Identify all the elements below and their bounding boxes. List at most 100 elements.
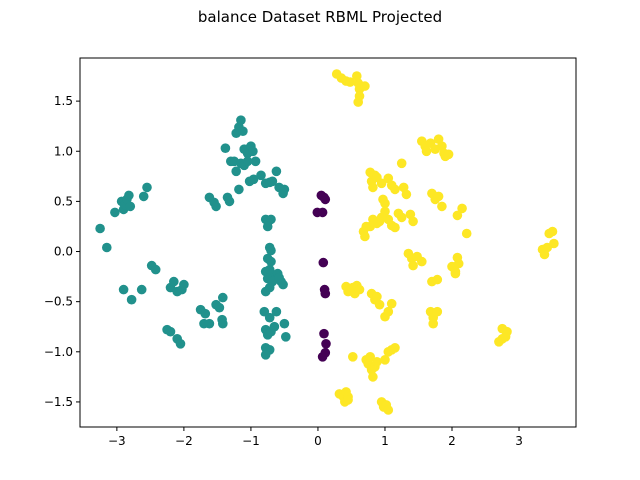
x-tick-label: 3 <box>515 434 523 448</box>
data-point-yellow-59 <box>408 260 418 271</box>
x-tick-label: 1 <box>381 434 389 448</box>
data-point-yellow-75 <box>354 284 365 295</box>
data-point-teal-84 <box>266 256 276 267</box>
data-point-yellow-23 <box>401 189 412 200</box>
points-layer <box>95 69 559 415</box>
data-point-teal-65 <box>279 184 290 195</box>
data-point-teal-13 <box>142 182 152 193</box>
chart-title: balance Dataset RBML Projected <box>198 8 442 26</box>
data-point-teal-42 <box>231 166 241 177</box>
data-point-yellow-81 <box>383 306 394 317</box>
data-point-teal-39 <box>220 143 231 153</box>
data-point-teal-0 <box>95 223 105 234</box>
data-point-teal-20 <box>179 279 189 290</box>
data-point-teal-96 <box>269 321 280 332</box>
data-point-purple-7 <box>320 288 331 299</box>
data-point-teal-56 <box>242 156 253 167</box>
data-point-purple-9 <box>321 339 331 349</box>
data-point-teal-11 <box>136 284 147 295</box>
data-point-yellow-3 <box>345 77 355 87</box>
data-point-teal-27 <box>204 318 215 329</box>
x-axis: −3 −2 −1 0 1 2 3 <box>108 427 523 448</box>
data-point-teal-12 <box>138 191 149 202</box>
data-point-yellow-92 <box>368 372 378 382</box>
data-point-yellow-52 <box>433 191 444 202</box>
data-point-yellow-29 <box>396 212 407 223</box>
data-point-yellow-86 <box>428 318 439 329</box>
data-point-yellow-90 <box>365 352 376 362</box>
data-point-yellow-68 <box>450 268 461 279</box>
data-point-yellow-108 <box>343 395 353 405</box>
x-tick-label: 2 <box>448 434 456 448</box>
data-point-yellow-87 <box>348 352 358 362</box>
data-point-yellow-67 <box>453 258 464 269</box>
data-point-teal-91 <box>279 318 290 329</box>
data-point-yellow-54 <box>452 210 463 221</box>
data-point-teal-54 <box>250 156 261 167</box>
data-point-yellow-56 <box>461 228 472 239</box>
data-point-purple-2 <box>320 194 331 205</box>
data-point-teal-82 <box>278 279 288 290</box>
data-point-teal-22 <box>165 326 176 337</box>
y-tick-label: 0.0 <box>54 245 73 259</box>
x-tick-label: −1 <box>242 434 260 448</box>
data-point-teal-55 <box>244 176 255 187</box>
plot-frame <box>79 57 577 428</box>
data-point-teal-31 <box>218 292 228 303</box>
data-point-teal-46 <box>238 126 248 136</box>
data-point-teal-52 <box>248 146 258 157</box>
data-point-yellow-98 <box>390 343 400 353</box>
data-point-teal-17 <box>169 276 179 287</box>
data-point-yellow-21 <box>396 158 407 169</box>
data-point-yellow-118 <box>547 226 558 237</box>
data-point-yellow-95 <box>380 355 390 365</box>
data-point-teal-2 <box>110 207 120 218</box>
y-tick-label: −1.0 <box>44 345 73 359</box>
data-point-yellow-17 <box>380 198 390 209</box>
data-point-yellow-15 <box>376 178 387 189</box>
data-point-teal-15 <box>150 264 161 275</box>
data-point-teal-9 <box>118 284 129 295</box>
data-point-purple-4 <box>317 207 328 218</box>
data-point-teal-71 <box>266 245 276 256</box>
data-point-purple-8 <box>319 328 329 339</box>
data-point-teal-28 <box>200 308 211 319</box>
data-point-teal-69 <box>262 221 273 232</box>
data-point-teal-61 <box>267 176 278 187</box>
data-point-teal-90 <box>271 306 282 317</box>
data-point-yellow-13 <box>368 182 378 193</box>
data-point-teal-45 <box>236 115 246 125</box>
data-point-yellow-39 <box>360 231 370 242</box>
data-point-yellow-55 <box>457 203 467 214</box>
data-point-teal-92 <box>281 332 291 342</box>
data-point-teal-24 <box>175 339 186 349</box>
x-tick-label: −2 <box>175 434 193 448</box>
y-tick-label: 0.5 <box>54 194 73 208</box>
data-point-yellow-63 <box>432 274 443 285</box>
data-point-yellow-8 <box>354 91 365 101</box>
data-point-yellow-25 <box>408 216 418 227</box>
data-point-yellow-113 <box>497 323 508 334</box>
data-point-teal-1 <box>102 242 112 253</box>
data-point-yellow-61 <box>417 256 427 267</box>
data-point-yellow-94 <box>372 357 382 367</box>
y-tick-label: −1.5 <box>44 395 73 409</box>
data-point-yellow-119 <box>549 238 559 249</box>
data-point-teal-8 <box>125 201 136 212</box>
y-tick-label: −0.5 <box>44 295 73 309</box>
x-tick-label: −3 <box>108 434 126 448</box>
y-tick-label: 1.5 <box>54 94 73 108</box>
y-tick-label: 1.0 <box>54 144 73 158</box>
data-point-yellow-85 <box>432 306 443 317</box>
data-point-teal-10 <box>126 294 137 305</box>
data-point-yellow-78 <box>372 291 382 302</box>
data-point-teal-36 <box>211 201 221 212</box>
data-point-purple-11 <box>317 352 328 362</box>
data-point-yellow-42 <box>421 146 432 157</box>
x-tick-label: 0 <box>314 434 322 448</box>
data-point-yellow-4 <box>352 71 362 81</box>
data-point-purple-5 <box>318 257 329 268</box>
data-point-teal-7 <box>124 190 134 201</box>
data-point-yellow-82 <box>386 298 397 309</box>
